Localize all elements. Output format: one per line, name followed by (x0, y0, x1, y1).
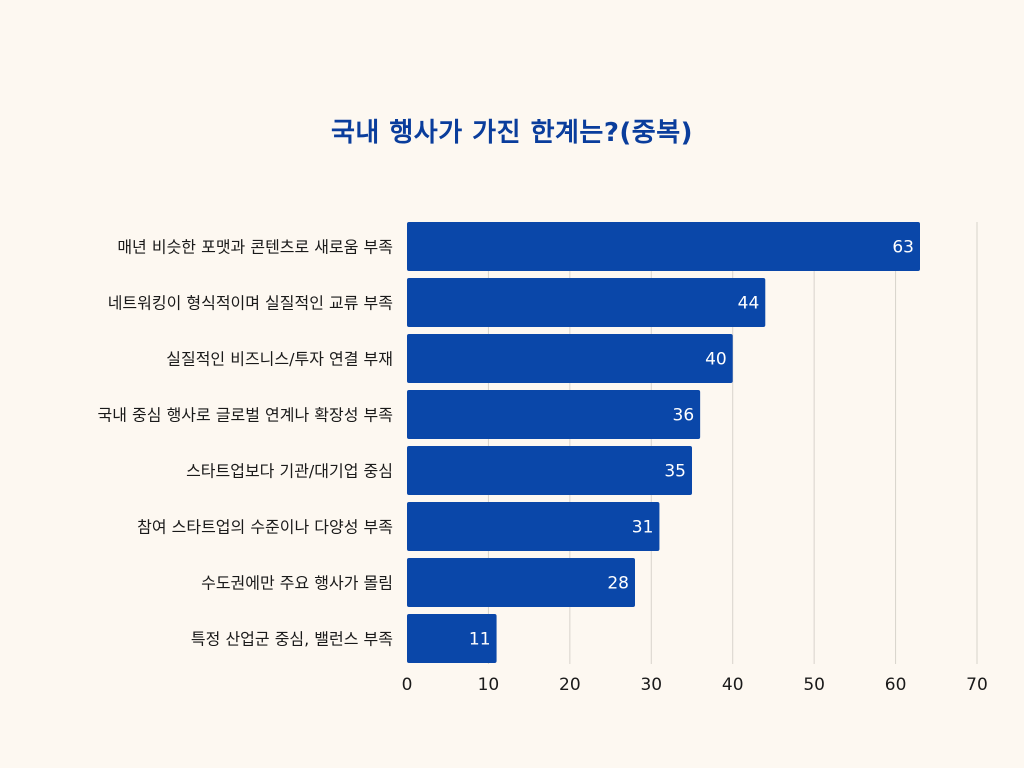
bars: 63 44 40 36 35 31 28 11 (407, 222, 920, 663)
category-label: 수도권에만 주요 행사가 몰림 (201, 574, 393, 593)
category-label: 스타트업보다 기관/대기업 중심 (186, 462, 393, 481)
x-tick-label: 60 (885, 675, 907, 695)
bar (407, 502, 660, 551)
x-tick-label: 10 (478, 675, 500, 695)
bar (407, 614, 497, 663)
category-label: 네트워킹이 형식적이며 실질적인 교류 부족 (108, 294, 393, 313)
category-label: 국내 중심 행사로 글로벌 연계나 확장성 부족 (98, 406, 393, 425)
category-label: 특정 산업군 중심, 밸런스 부족 (191, 630, 393, 649)
bar (407, 222, 920, 271)
bar (407, 334, 733, 383)
x-tick-label: 50 (803, 675, 825, 695)
bar-value-label: 40 (705, 350, 727, 370)
x-tick-label: 40 (722, 675, 744, 695)
bar-value-label: 31 (632, 518, 654, 538)
bar-value-label: 36 (673, 406, 695, 426)
x-tick-label: 30 (640, 675, 662, 695)
bar-value-label: 44 (738, 294, 760, 314)
bar-value-label: 28 (607, 574, 629, 594)
category-label: 실질적인 비즈니스/투자 연결 부재 (166, 350, 393, 369)
bar (407, 278, 766, 327)
category-label: 참여 스타트업의 수준이나 다양성 부족 (137, 518, 393, 537)
bar-value-label: 11 (469, 630, 491, 650)
category-label: 매년 비슷한 포맷과 콘텐츠로 새로움 부족 (117, 238, 393, 257)
x-axis-ticks: 0 10 20 30 40 50 60 70 (402, 675, 988, 695)
x-tick-label: 70 (966, 675, 988, 695)
chart-title: 국내 행사가 가진 한계는?(중복) (330, 118, 694, 148)
x-tick-label: 0 (402, 675, 413, 695)
bar (407, 390, 701, 439)
bar (407, 446, 692, 495)
bar (407, 558, 635, 607)
bar-value-label: 35 (664, 462, 686, 482)
bar-value-label: 63 (892, 238, 914, 258)
x-tick-label: 20 (559, 675, 581, 695)
